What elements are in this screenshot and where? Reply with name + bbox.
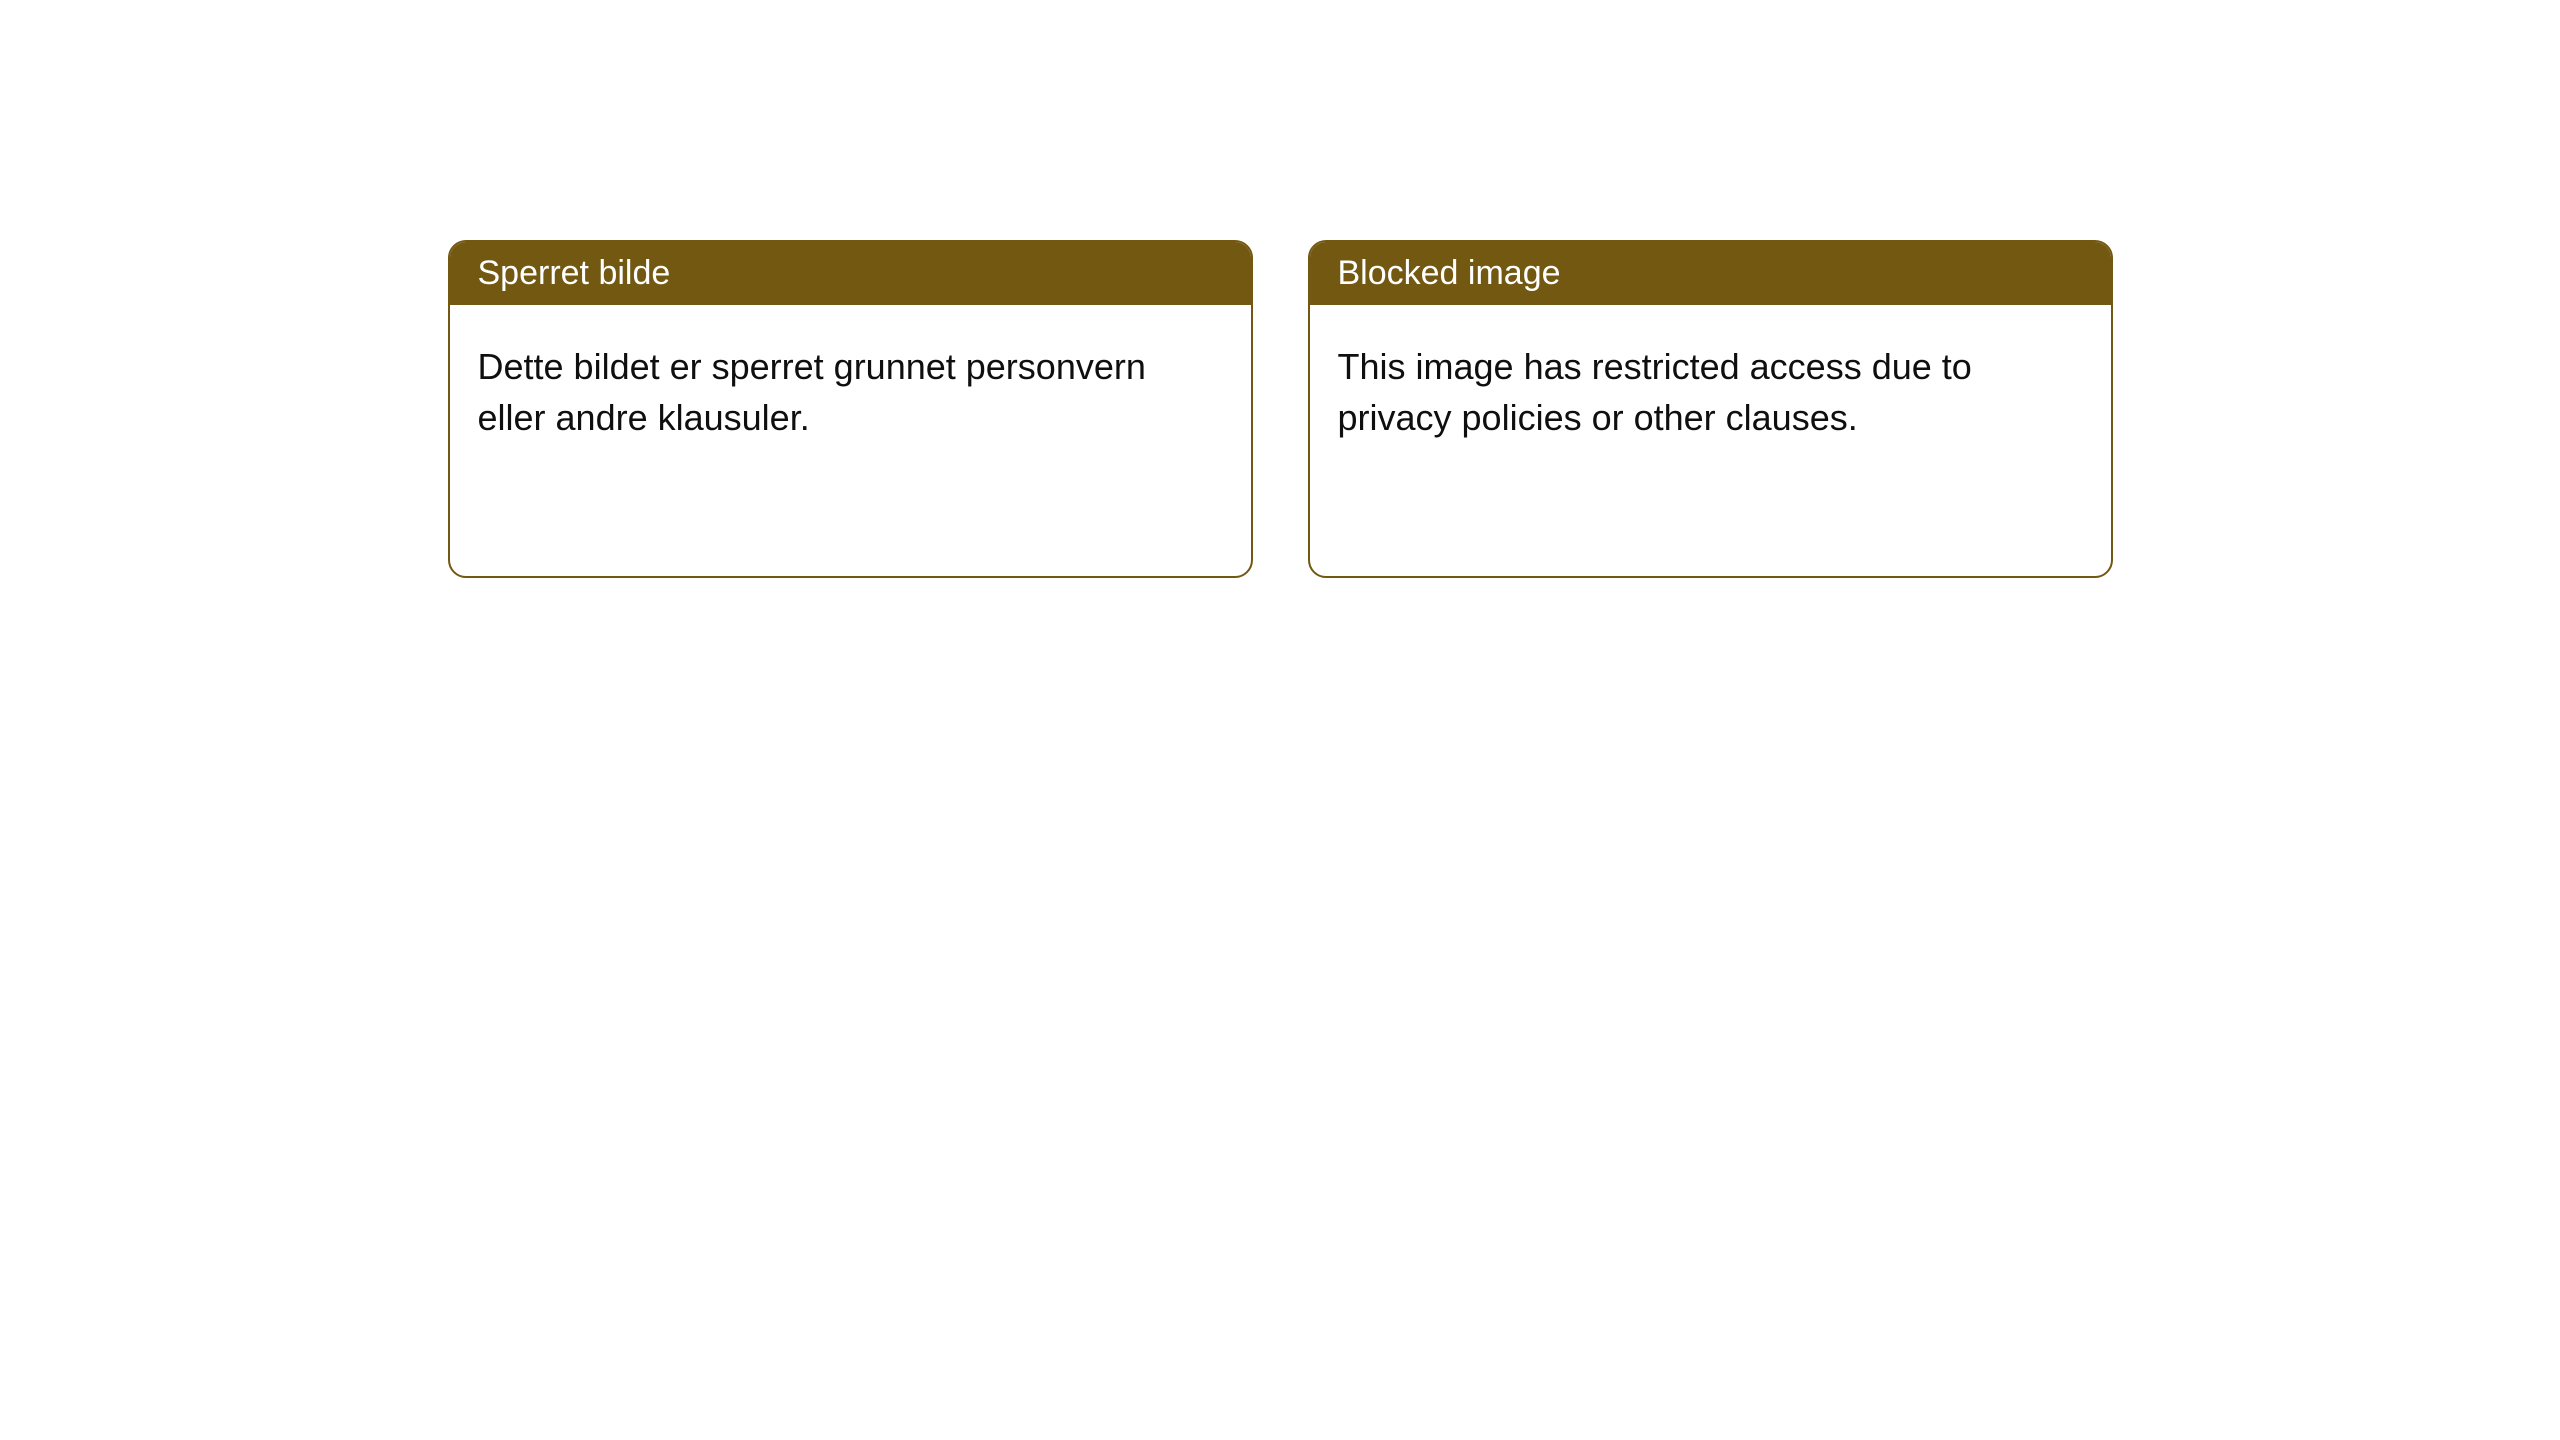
notice-body: This image has restricted access due to … — [1310, 305, 2111, 479]
notice-box-english: Blocked image This image has restricted … — [1308, 240, 2113, 578]
notice-header: Sperret bilde — [450, 242, 1251, 305]
notice-body: Dette bildet er sperret grunnet personve… — [450, 305, 1251, 479]
notice-header: Blocked image — [1310, 242, 2111, 305]
notices-container: Sperret bilde Dette bildet er sperret gr… — [448, 240, 2113, 1440]
notice-box-norwegian: Sperret bilde Dette bildet er sperret gr… — [448, 240, 1253, 578]
